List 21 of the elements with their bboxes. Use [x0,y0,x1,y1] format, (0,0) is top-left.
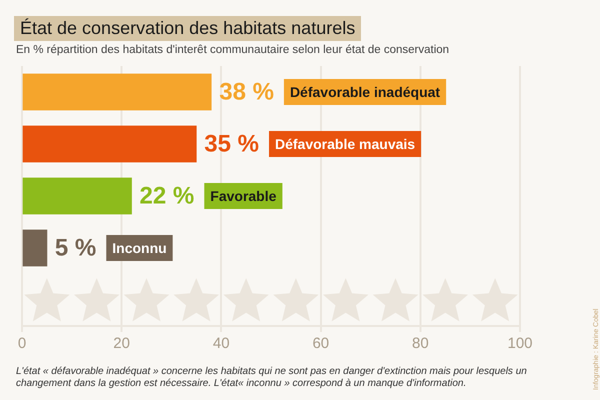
x-tick-label: 80 [412,335,429,352]
y-tick-label: Inconnu [112,240,167,256]
bar [22,74,212,110]
chart-subtitle: En % répartition des habitats d'interêt communautaire selon leur état de conservation [16,44,450,56]
data-label: 22 % [140,182,194,210]
bar [22,230,48,266]
y-tick-label: Favorable [210,188,277,204]
x-tick-label: 60 [312,335,330,352]
chart-title: État de conservation des habitats naturels [14,16,362,41]
bar [22,126,197,162]
bar [22,178,132,214]
data-label: 5 % [54,234,96,262]
y-tick-label: Défavorable inadéquat [290,84,440,100]
data-label: 35 % [204,130,260,158]
text: L'état « défavorable inadéquat » concerne les habitats qui ne sont pas en danger d'extinction mais pour lesquels un changement dans la gestion est nécessaire. L'état« inconnu » correspond à un manque d'information. [16,366,528,390]
x-tick-label: 0 [18,335,26,352]
x-tick-label: 40 [212,335,230,352]
x-tick-label: 20 [113,335,130,352]
y-tick-label: Défavorable mauvais [275,136,416,152]
x-tick-label: 100 [507,335,533,352]
data-label: 38 % [219,78,274,106]
